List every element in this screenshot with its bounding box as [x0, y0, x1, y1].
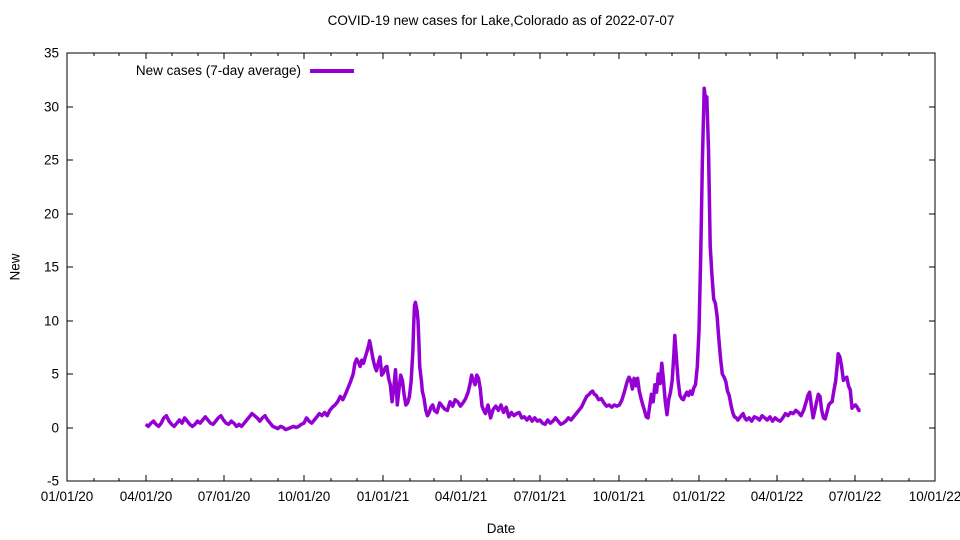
y-tick-label: 25: [44, 153, 59, 168]
x-tick-label: 10/01/21: [593, 489, 646, 504]
x-tick-label: 10/01/20: [278, 489, 331, 504]
x-tick-label: 04/01/22: [751, 489, 804, 504]
x-tick-label: 10/01/22: [909, 489, 960, 504]
chart-title: COVID-19 new cases for Lake,Colorado as …: [327, 13, 675, 28]
y-tick-label: 15: [44, 260, 59, 275]
legend-label: New cases (7-day average): [135, 63, 301, 78]
y-tick-label: -5: [47, 474, 59, 489]
x-tick-label: 07/01/22: [829, 489, 882, 504]
y-tick-label: 30: [44, 100, 59, 115]
x-tick-label: 01/01/22: [673, 489, 726, 504]
x-tick-label: 01/01/21: [357, 489, 410, 504]
data-line: [144, 86, 861, 432]
plot-border: [66, 52, 936, 482]
y-tick-label: 5: [51, 367, 59, 382]
x-tick-label: 04/01/21: [435, 489, 488, 504]
legend: New cases (7-day average): [0, 63, 354, 78]
y-tick-label: 20: [44, 207, 59, 222]
x-tick-label: 07/01/21: [514, 489, 567, 504]
x-tick-label: 07/01/20: [198, 489, 251, 504]
x-axis-title: Date: [486, 521, 516, 536]
y-tick-label: 0: [51, 421, 59, 436]
legend-line-swatch: [310, 68, 354, 73]
y-axis-title: New: [7, 253, 23, 281]
y-tick-label: 10: [44, 314, 59, 329]
x-tick-label: 04/01/20: [120, 489, 173, 504]
x-tick-label: 01/01/20: [41, 489, 94, 504]
y-tick-label: 35: [44, 46, 59, 61]
